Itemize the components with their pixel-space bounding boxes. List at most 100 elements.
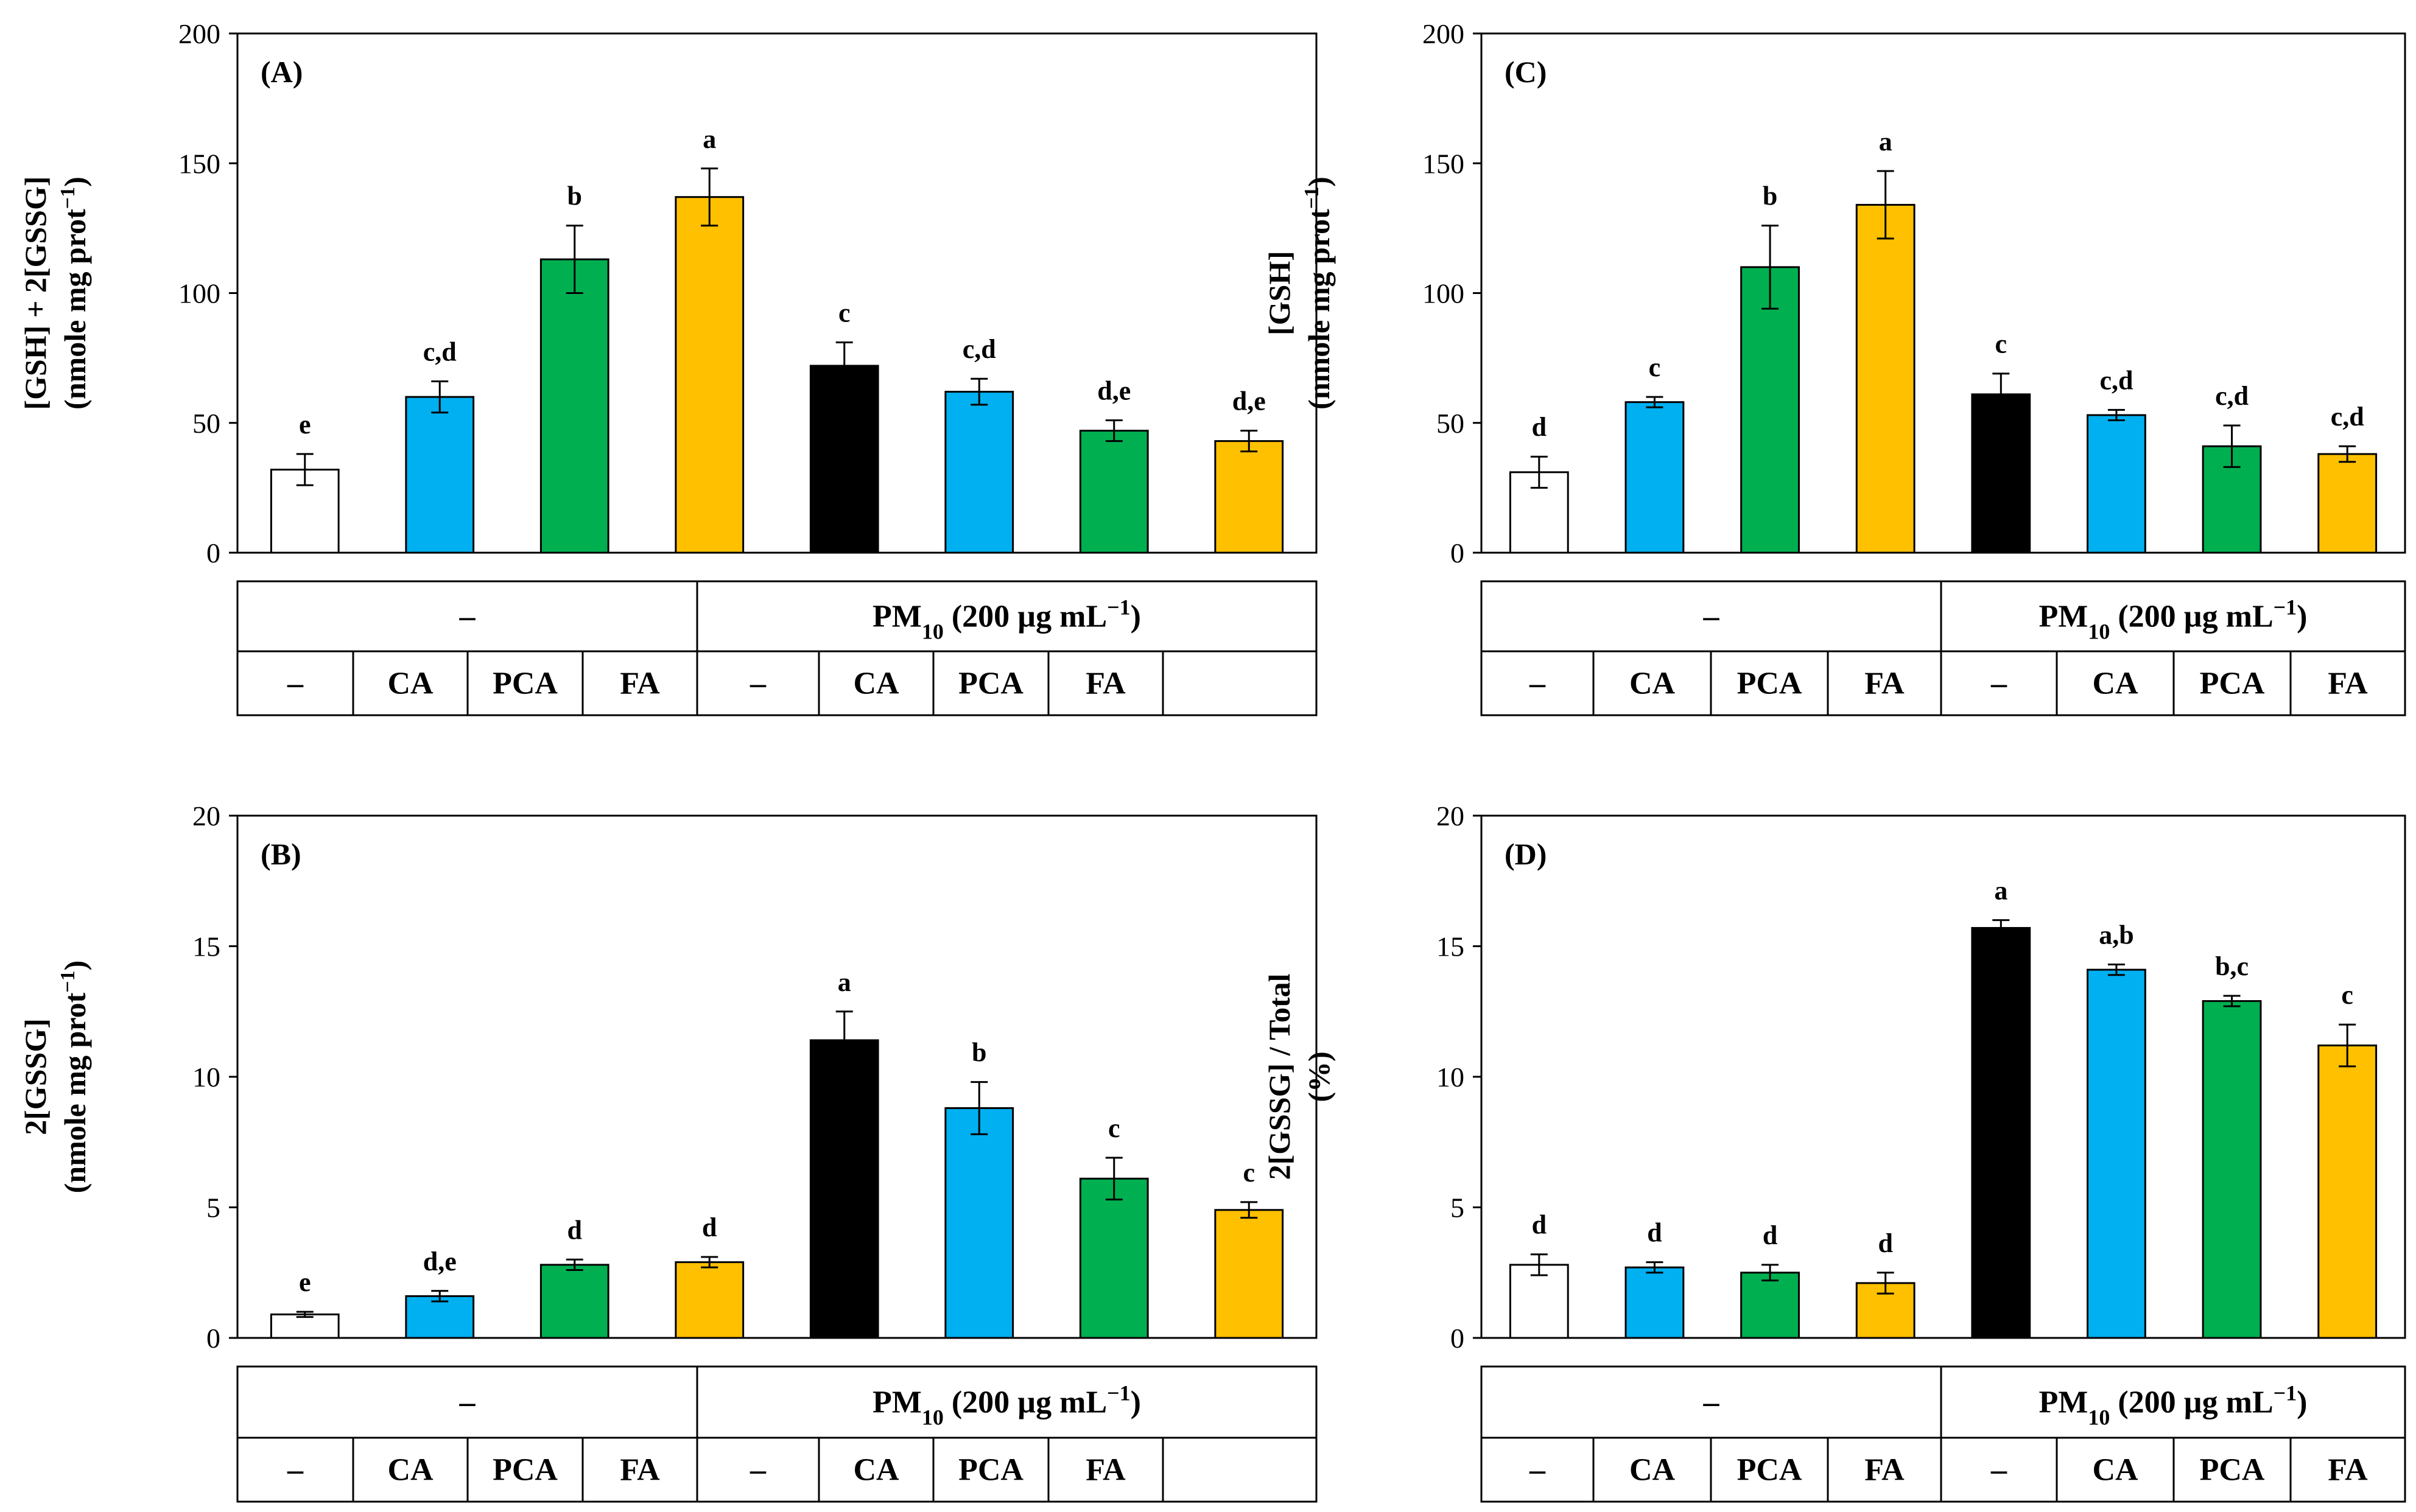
table-frame	[236, 1365, 1318, 1503]
significance-letter: a	[703, 124, 716, 154]
group-label: –	[1529, 1453, 1546, 1488]
y-axis-unit-text: (nmole mg prot	[1302, 209, 1336, 410]
significance-letter: d	[702, 1213, 717, 1242]
y-tick-label: 50	[1436, 408, 1464, 439]
pm10-dose: (200 µg mL	[2110, 600, 2273, 634]
pm10-dose: (200 µg mL	[944, 1385, 1107, 1420]
pm10-close: )	[2297, 600, 2307, 634]
y-tick-label: 15	[1436, 931, 1464, 962]
y-tick-label: 0	[1450, 1323, 1464, 1354]
pm10-text: PM	[873, 1385, 922, 1420]
y-axis-label: [GSH] + 2[GSSG]	[18, 176, 52, 410]
significance-letter: c,d	[2215, 381, 2249, 411]
y-axis-unit: (%)	[1302, 1051, 1336, 1102]
bar	[1079, 1177, 1149, 1339]
plot-frame	[1480, 32, 2406, 554]
group-label: PCA	[2200, 667, 2265, 701]
significance-letter: a,b	[2099, 920, 2133, 950]
significance-letter: d,e	[1232, 387, 1266, 416]
panel-label: (A)	[261, 55, 303, 89]
y-axis-label: 2[GSSG]	[18, 1018, 52, 1135]
y-axis-unit-close: )	[58, 961, 92, 971]
group-label: CA	[1629, 667, 1676, 701]
bar	[539, 258, 609, 554]
pm10-subscript: 10	[2088, 1405, 2110, 1430]
y-tick-label: 15	[192, 931, 220, 962]
significance-letter: d	[1532, 1210, 1547, 1240]
bar	[2317, 1045, 2378, 1339]
group-label: PCA	[1737, 667, 1802, 701]
group-label: –	[750, 1453, 767, 1488]
bar	[1214, 1209, 1284, 1339]
significance-letter: d,e	[423, 1247, 457, 1276]
y-tick-label: 150	[1422, 148, 1464, 179]
significance-letter: b,c	[2215, 951, 2249, 981]
pm10-text: PM	[2039, 1385, 2088, 1420]
treatment-table: – PM10 (200 µg mL−1)– CA PCA FA – CA PCA FA	[1480, 1365, 2406, 1503]
pm10-dose: (200 µg mL	[944, 600, 1107, 634]
significance-letter: a	[1994, 876, 2007, 906]
y-axis-unit-text: (nmole mg prot	[58, 992, 92, 1193]
group-label: FA	[1864, 1453, 1905, 1488]
significance-letter: e	[299, 1267, 311, 1297]
y-axis-unit-exponent: −1	[57, 187, 79, 209]
panel-label: (D)	[1505, 837, 1547, 871]
panel-label: (B)	[261, 837, 301, 871]
group-label: CA	[853, 1453, 899, 1488]
group-label: PCA	[958, 1453, 1024, 1488]
control-group-label: –	[1703, 1385, 1720, 1420]
pm10-group-label: PM10 (200 µg mL−1)	[2039, 595, 2308, 644]
y-tick-label: 10	[1436, 1062, 1464, 1093]
bar	[1740, 1272, 1800, 1339]
y-axis-unit: (nmole mg prot−1)	[57, 177, 93, 410]
plot-frame	[236, 32, 1318, 554]
bar	[2202, 1000, 2262, 1339]
plot-frame	[1480, 814, 2406, 1339]
group-label: –	[1990, 667, 2007, 701]
bar	[809, 365, 879, 554]
significance-letter: c,d	[963, 334, 996, 364]
pm10-text: PM	[2039, 600, 2088, 634]
y-tick-label: 100	[1422, 278, 1464, 309]
pm10-exponent: −1	[2274, 595, 2297, 620]
pm10-subscript: 10	[922, 620, 944, 644]
table-frame	[1480, 580, 2406, 716]
group-label: –	[1529, 667, 1546, 701]
bar	[2317, 453, 2378, 554]
bar	[405, 1295, 475, 1339]
significance-letter: d	[1647, 1218, 1662, 1248]
significance-letter: c	[1649, 352, 1661, 382]
panel-label: (C)	[1505, 55, 1547, 89]
y-tick-label: 150	[178, 148, 220, 179]
bar	[2087, 968, 2146, 1339]
y-tick-label: 5	[1450, 1192, 1464, 1223]
treatment-table: – PM10 (200 µg mL−1)– CA PCA FA – CA PCA FA	[236, 1365, 1318, 1503]
y-axis-unit-exponent: −1	[1301, 187, 1323, 209]
group-label: PCA	[493, 1453, 558, 1488]
pm10-close: )	[1131, 600, 1141, 634]
bar	[944, 1107, 1014, 1339]
pm10-subscript: 10	[922, 1405, 944, 1430]
significance-letter: c,d	[423, 337, 457, 367]
pm10-text: PM	[873, 600, 922, 634]
table-frame	[1480, 1365, 2406, 1503]
group-label: –	[750, 667, 767, 701]
pm10-subscript: 10	[2088, 620, 2110, 644]
y-tick-label: 20	[192, 800, 220, 831]
group-label: FA	[620, 667, 660, 701]
y-tick-label: 10	[192, 1062, 220, 1093]
group-label: FA	[1086, 1453, 1126, 1488]
significance-letter: c	[838, 298, 851, 328]
significance-letter: d	[567, 1215, 582, 1245]
pm10-group-label: PM10 (200 µg mL−1)	[873, 595, 1141, 644]
chart-panel-a: 0 50 100 150 200 [GSH] + 2[GSSG] (nmole mg pro…	[18, 18, 1318, 716]
y-axis-unit-text: (%)	[1302, 1051, 1336, 1102]
group-label: FA	[2328, 1453, 2368, 1488]
group-label: CA	[387, 1453, 434, 1488]
bar	[1079, 430, 1149, 554]
significance-letter: c	[1995, 329, 2007, 359]
pm10-group-label: PM10 (200 µg mL−1)	[873, 1381, 1141, 1430]
